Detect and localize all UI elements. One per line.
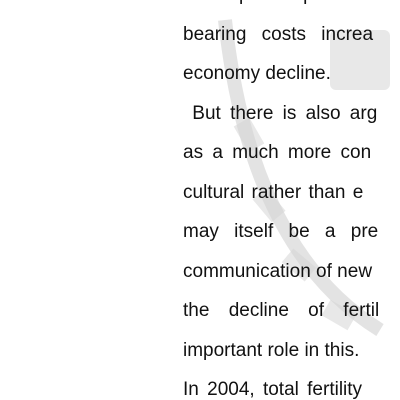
text-line: may itself be a pre xyxy=(183,221,379,242)
text-line: bearing costs increa xyxy=(183,23,374,45)
text-line: cultural rather than e xyxy=(183,181,364,203)
text-line: as a much more con xyxy=(183,142,372,163)
text-line: important role in this. xyxy=(183,339,360,361)
body-text: development parenta bearing costs increa e… xyxy=(183,0,400,400)
text-line: economy decline. xyxy=(183,63,331,84)
text-line: In 2004, total fertility xyxy=(183,379,363,400)
text-line: But there is also arg xyxy=(183,102,378,124)
text-line: the decline of fertil xyxy=(183,300,380,321)
text-line: communication of new xyxy=(183,260,373,282)
text-line: development parenta xyxy=(183,0,368,6)
